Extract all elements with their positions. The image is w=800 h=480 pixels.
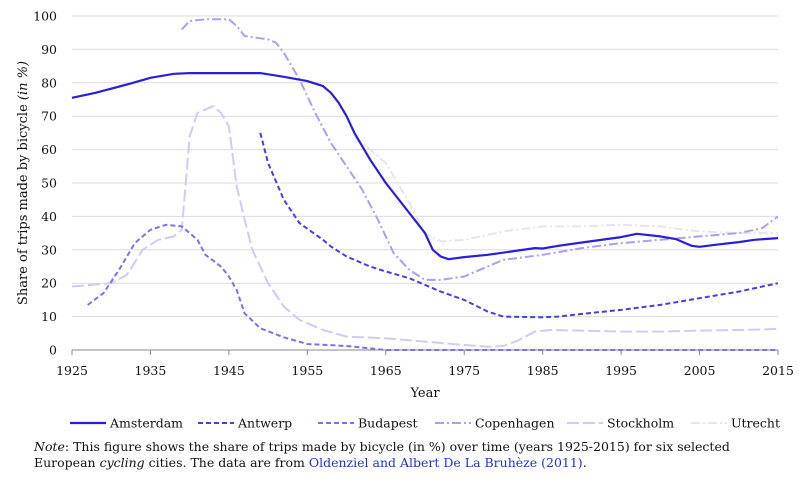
x-tick-label: 1985 [527,363,559,378]
series-line-utrecht [353,135,778,243]
y-tick-label: 60 [41,142,57,157]
series-line-amsterdam [71,72,779,261]
series-line-antwerp [259,132,779,319]
x-tick-label: 2005 [684,363,716,378]
y-tick-label: 90 [41,42,57,57]
legend-label-utrecht: Utrecht [731,416,780,431]
x-axis-title: Year [409,386,440,401]
y-axis-title-unit: (in %) [16,61,31,100]
figure-note: Note: This figure shows the share of tri… [34,439,784,471]
x-tick-label: 1995 [605,363,637,378]
y-tick-label: 10 [41,309,57,324]
x-tick-label: 1925 [56,363,88,378]
legend: Amsterdam Antwerp Budapest Copenhagen Stockh… [70,416,780,431]
note-cycling: cycling [99,455,145,470]
y-tick-label: 70 [41,109,57,124]
note-label: Note [34,439,65,454]
y-axis-title: Share of trips made by bicycle (in %) [16,61,31,305]
y-tick-label: 80 [41,75,57,90]
y-tick-label: 20 [41,276,57,291]
legend-label-budapest: Budapest [358,416,418,431]
x-tick-label: 1945 [213,363,245,378]
y-tick-label: 50 [41,176,57,191]
series-line-copenhagen [181,18,779,281]
y-axis-title-text: Share of trips made by bicycle [16,104,31,305]
legend-label-amsterdam: Amsterdam [109,416,183,431]
note-text-2: cities. The data are from [144,455,309,470]
legend-label-stockholm: Stockholm [607,416,674,431]
note-text-1: : This figure shows the share of trips m… [34,439,730,470]
x-tick-label: 1935 [135,363,167,378]
x-tick-label: 1965 [370,363,402,378]
axis-ticks: 0 10 20 30 40 50 60 70 80 90 100 1925 1935 1945 1955 19… [33,9,794,379]
x-tick-label: 2015 [762,363,794,378]
series-line-stockholm [71,105,779,348]
y-tick-label: 0 [49,343,57,358]
x-tick-label: 1975 [448,363,480,378]
legend-label-copenhagen: Copenhagen [475,416,555,431]
note-end: . [582,455,587,470]
series-lines [71,18,779,351]
gridlines [72,15,778,351]
citation-link[interactable]: Oldenziel and Albert De La Bruhèze (2011… [308,455,583,470]
y-tick-label: 100 [33,9,57,24]
y-tick-label: 40 [41,209,57,224]
legend-label-antwerp: Antwerp [237,416,292,431]
x-tick-label: 1955 [291,363,323,378]
series-line-budapest [87,223,778,351]
y-tick-label: 30 [41,242,57,257]
